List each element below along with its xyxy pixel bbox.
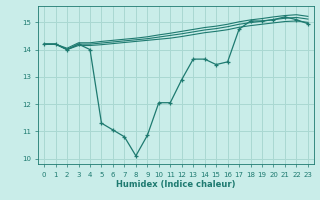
X-axis label: Humidex (Indice chaleur): Humidex (Indice chaleur) xyxy=(116,180,236,189)
